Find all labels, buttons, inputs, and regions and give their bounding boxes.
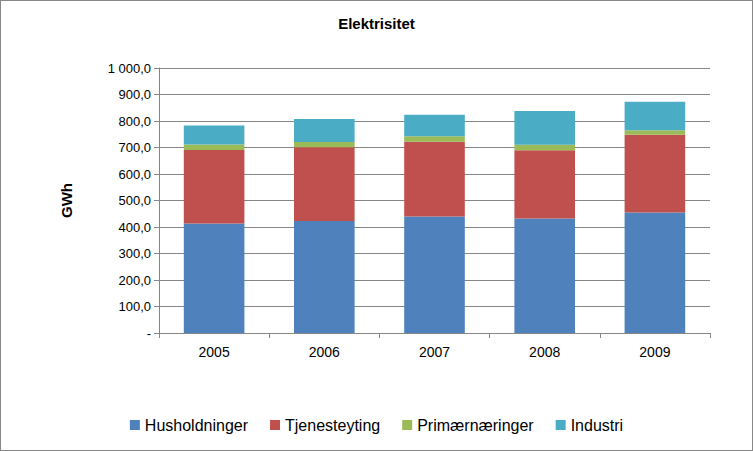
svg-text:200,0: 200,0 [118, 273, 151, 288]
svg-text:2005: 2005 [199, 344, 230, 360]
svg-text:Husholdninger: Husholdninger [145, 417, 249, 434]
svg-text:2007: 2007 [419, 344, 450, 360]
svg-text:Elektrisitet: Elektrisitet [338, 15, 415, 32]
svg-text:2006: 2006 [309, 344, 340, 360]
svg-text:Tjenesteyting: Tjenesteyting [285, 417, 380, 434]
svg-text:700,0: 700,0 [118, 140, 151, 155]
svg-text:1 000,0: 1 000,0 [108, 61, 151, 76]
svg-text:600,0: 600,0 [118, 167, 151, 182]
svg-text:-: - [147, 326, 151, 341]
svg-text:GWh: GWh [58, 183, 75, 218]
svg-text:Primærnæringer: Primærnæringer [417, 417, 534, 434]
svg-text:500,0: 500,0 [118, 193, 151, 208]
svg-text:Industri: Industri [571, 417, 623, 434]
svg-text:2008: 2008 [529, 344, 560, 360]
svg-text:100,0: 100,0 [118, 299, 151, 314]
svg-text:900,0: 900,0 [118, 87, 151, 102]
svg-text:400,0: 400,0 [118, 220, 151, 235]
svg-text:800,0: 800,0 [118, 114, 151, 129]
svg-text:300,0: 300,0 [118, 246, 151, 261]
svg-text:2009: 2009 [639, 344, 670, 360]
